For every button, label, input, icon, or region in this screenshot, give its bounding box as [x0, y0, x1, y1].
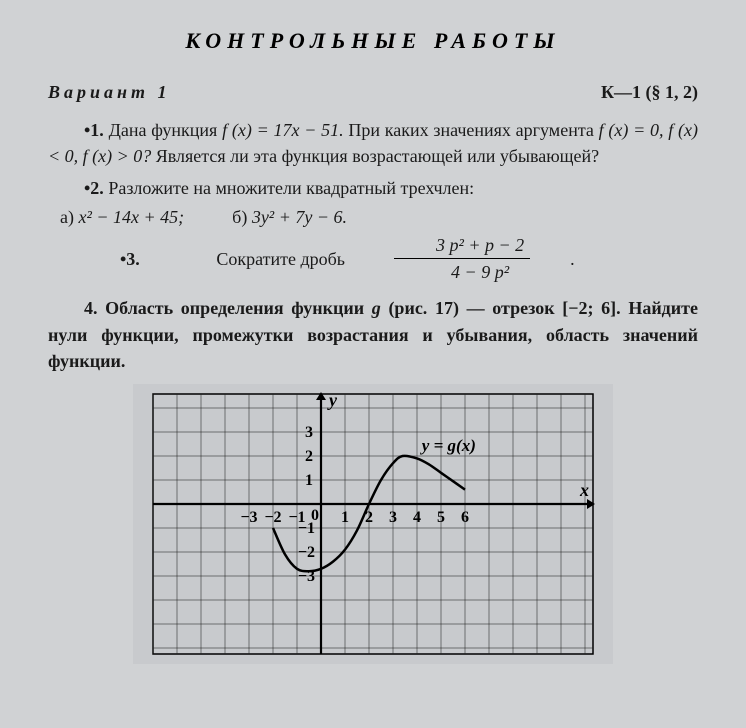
svg-text:3: 3	[305, 424, 313, 441]
svg-text:−2: −2	[298, 544, 315, 561]
problem-3: •3. Сократите дробь 3 p² + p − 2 4 − 9 p…	[48, 232, 698, 285]
svg-text:y = g(x): y = g(x)	[420, 436, 476, 455]
problem-1-c3: f (x) > 0?	[83, 146, 152, 166]
problem-2-a: а) x² − 14x + 45;	[60, 207, 184, 228]
variant-label: Вариант 1	[48, 82, 171, 103]
svg-text:4: 4	[413, 509, 421, 526]
problem-3-number: •3.	[84, 246, 140, 272]
problem-3-dot: .	[534, 246, 575, 272]
svg-text:5: 5	[437, 509, 445, 526]
svg-text:3: 3	[389, 509, 397, 526]
svg-text:−1: −1	[298, 520, 315, 537]
svg-text:1: 1	[341, 509, 349, 526]
problem-2-a-expr: x² − 14x + 45;	[78, 207, 184, 227]
problem-1-number: •1.	[84, 120, 104, 140]
problem-4-text-a: Область определения функции	[105, 298, 372, 318]
problem-4-g: g	[372, 298, 381, 318]
problem-2-a-label: а)	[60, 207, 74, 227]
page: КОНТРОЛЬНЫЕ РАБОТЫ Вариант 1 К—1 (§ 1, 2…	[0, 0, 746, 674]
problem-2-number: •2.	[84, 178, 104, 198]
k-reference: К—1 (§ 1, 2)	[601, 82, 698, 103]
problem-2-b-label: б)	[232, 207, 247, 227]
chart-figure: xy−3−2−10123456123−1−2−3y = g(x)	[48, 384, 698, 664]
svg-text:−2: −2	[264, 509, 281, 526]
problem-4: 4. Область определения функции g (рис. 1…	[48, 295, 698, 373]
problem-2: •2. Разложите на множители квадратный тр…	[48, 175, 698, 201]
page-title: КОНТРОЛЬНЫЕ РАБОТЫ	[48, 28, 698, 54]
svg-text:2: 2	[305, 448, 313, 465]
problem-3-denominator: 4 − 9 p²	[394, 259, 530, 285]
function-chart: xy−3−2−10123456123−1−2−3y = g(x)	[133, 384, 613, 664]
problem-4-ref: (рис. 17) — отрезок	[388, 298, 562, 318]
problem-3-fraction: 3 p² + p − 2 4 − 9 p²	[394, 232, 530, 285]
problem-3-text: Сократите дробь	[180, 246, 345, 272]
problem-1-text-b: При каких значениях аргумента	[348, 120, 598, 140]
svg-text:6: 6	[461, 509, 469, 526]
svg-text:−3: −3	[240, 509, 257, 526]
problem-1: •1. Дана функция f (x) = 17x − 51. При к…	[48, 117, 698, 169]
problem-4-number: 4.	[84, 298, 98, 318]
problem-2-b-expr: 3y² + 7y − 6.	[252, 207, 347, 227]
header-row: Вариант 1 К—1 (§ 1, 2)	[48, 82, 698, 103]
svg-text:1: 1	[305, 472, 313, 489]
problem-1-c1: f (x) = 0,	[599, 120, 664, 140]
problem-1-text-c: Является ли эта функция возрастающей или…	[156, 146, 599, 166]
problem-1-text-a: Дана функция	[109, 120, 223, 140]
problem-2-text: Разложите на множители квадратный трехчл…	[108, 178, 474, 198]
problem-3-numerator: 3 p² + p − 2	[394, 232, 530, 259]
problem-1-fn: f (x) = 17x − 51.	[222, 120, 344, 140]
svg-text:x: x	[579, 480, 589, 500]
problem-2-b: б) 3y² + 7y − 6.	[232, 207, 347, 228]
svg-text:y: y	[327, 390, 338, 410]
problem-2-subs: а) x² − 14x + 45; б) 3y² + 7y − 6.	[60, 207, 698, 228]
problem-4-interval: [−2; 6].	[562, 298, 620, 318]
